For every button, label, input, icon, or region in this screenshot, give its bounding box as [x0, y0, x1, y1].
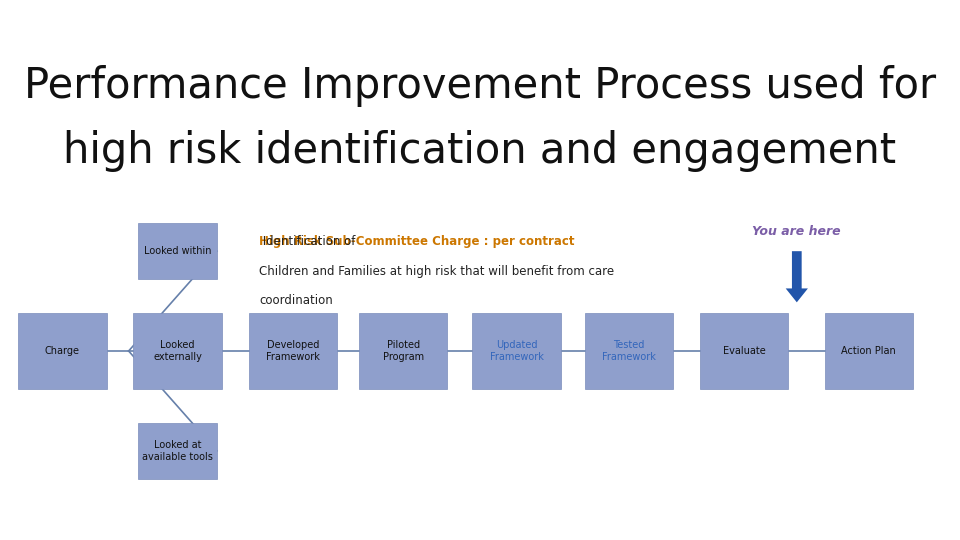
Text: Piloted
Program: Piloted Program [383, 340, 423, 362]
Text: Looked
externally: Looked externally [154, 340, 202, 362]
FancyBboxPatch shape [133, 313, 222, 389]
FancyArrowPatch shape [785, 251, 808, 302]
Text: Looked within: Looked within [144, 246, 211, 256]
FancyBboxPatch shape [249, 313, 337, 389]
FancyBboxPatch shape [138, 422, 217, 480]
Text: Charge: Charge [45, 346, 80, 356]
FancyBboxPatch shape [359, 313, 447, 389]
Text: Action Plan: Action Plan [841, 346, 897, 356]
Text: Tested
Framework: Tested Framework [602, 340, 656, 362]
Text: Updated
Framework: Updated Framework [490, 340, 543, 362]
Text: Looked at
available tools: Looked at available tools [142, 440, 213, 462]
Text: high risk identification and engagement: high risk identification and engagement [63, 130, 897, 172]
Text: Children and Families at high risk that will benefit from care: Children and Families at high risk that … [259, 265, 614, 278]
Text: Evaluate: Evaluate [723, 346, 765, 356]
FancyBboxPatch shape [18, 313, 107, 389]
FancyBboxPatch shape [472, 313, 561, 389]
FancyBboxPatch shape [585, 313, 673, 389]
Text: Identification of: Identification of [259, 235, 355, 248]
Text: Developed
Framework: Developed Framework [266, 340, 320, 362]
Text: Performance Improvement Process used for: Performance Improvement Process used for [24, 65, 936, 107]
Text: You are here: You are here [753, 225, 841, 238]
FancyBboxPatch shape [138, 222, 217, 280]
Text: High Risk Sub-Committee Charge : per contract: High Risk Sub-Committee Charge : per con… [259, 235, 575, 248]
Text: coordination: coordination [259, 294, 333, 307]
FancyBboxPatch shape [700, 313, 788, 389]
FancyBboxPatch shape [825, 313, 913, 389]
